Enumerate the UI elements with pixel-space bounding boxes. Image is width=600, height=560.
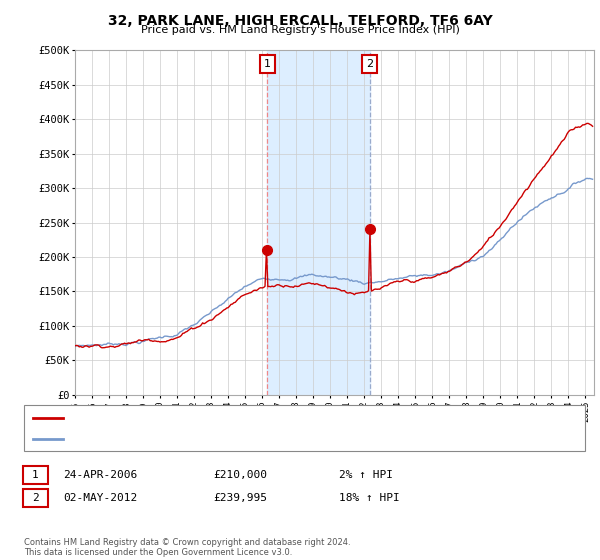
Text: 32, PARK LANE, HIGH ERCALL, TELFORD, TF6 6AY: 32, PARK LANE, HIGH ERCALL, TELFORD, TF6…	[107, 14, 493, 28]
Bar	[267, 50, 370, 395]
Text: 24-APR-2006: 24-APR-2006	[63, 470, 137, 480]
Text: Price paid vs. HM Land Registry's House Price Index (HPI): Price paid vs. HM Land Registry's House …	[140, 25, 460, 35]
Text: 02-MAY-2012: 02-MAY-2012	[63, 493, 137, 503]
Text: 2% ↑ HPI: 2% ↑ HPI	[339, 470, 393, 480]
Text: HPI: Average price, detached house, Telford and Wrekin: HPI: Average price, detached house, Telf…	[69, 435, 386, 444]
Text: 2: 2	[32, 493, 39, 503]
Text: £210,000: £210,000	[213, 470, 267, 480]
Text: 1: 1	[32, 470, 39, 480]
Text: £239,995: £239,995	[213, 493, 267, 503]
Text: Contains HM Land Registry data © Crown copyright and database right 2024.
This d: Contains HM Land Registry data © Crown c…	[24, 538, 350, 557]
Text: 1: 1	[263, 59, 271, 69]
Text: 18% ↑ HPI: 18% ↑ HPI	[339, 493, 400, 503]
Text: 32, PARK LANE, HIGH ERCALL, TELFORD, TF6 6AY (detached house): 32, PARK LANE, HIGH ERCALL, TELFORD, TF6…	[69, 413, 427, 423]
Text: 2: 2	[367, 59, 373, 69]
